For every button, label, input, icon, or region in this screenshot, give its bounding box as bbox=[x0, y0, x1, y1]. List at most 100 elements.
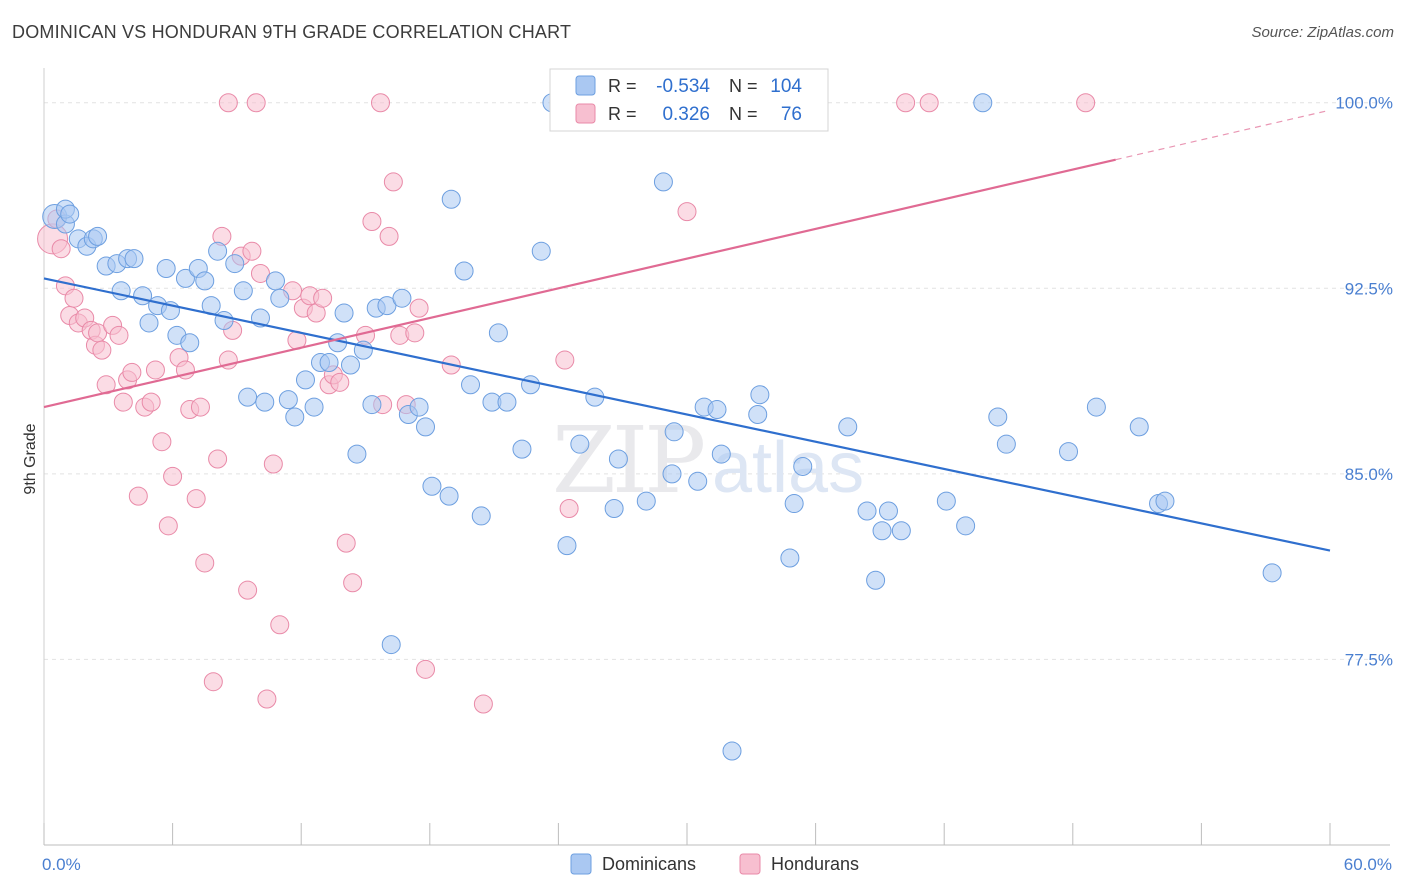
honduran-point bbox=[343, 573, 363, 593]
dominican-point bbox=[225, 254, 245, 274]
grid-lines bbox=[44, 102, 1390, 660]
dominican-point bbox=[891, 521, 911, 541]
watermark: ZIP atlas bbox=[552, 407, 864, 514]
dominican-point bbox=[784, 494, 804, 514]
honduran-point bbox=[122, 362, 142, 382]
dominican-point bbox=[285, 407, 305, 427]
watermark-zip: ZIP bbox=[552, 407, 703, 514]
dominican-point bbox=[711, 444, 731, 464]
y-tick-label: 92.5% bbox=[1345, 279, 1393, 298]
dominican-point bbox=[461, 375, 481, 395]
dominican-point bbox=[570, 434, 590, 454]
trend-lines bbox=[43, 109, 1331, 552]
honduran-point bbox=[263, 454, 283, 474]
dominican-point bbox=[265, 271, 285, 291]
dominican-point bbox=[278, 390, 298, 410]
dominican-point bbox=[156, 259, 176, 279]
dominican-point bbox=[362, 395, 382, 415]
legend: Dominicans Hondurans bbox=[570, 853, 859, 875]
honduran-point bbox=[145, 360, 165, 380]
honduran-points bbox=[37, 93, 1096, 714]
dominican-point bbox=[878, 501, 898, 521]
stats-r-label-dominicans: R = bbox=[608, 76, 637, 96]
legend-swatch-hondurans bbox=[739, 853, 761, 875]
dominican-point bbox=[439, 486, 459, 506]
dominican-point bbox=[1086, 397, 1106, 417]
honduran-point bbox=[203, 672, 223, 692]
dominican-point bbox=[988, 407, 1008, 427]
honduran-point bbox=[896, 93, 916, 113]
dominican-point bbox=[664, 422, 684, 442]
dominican-point bbox=[653, 172, 673, 192]
dominican-point bbox=[180, 333, 200, 353]
dominican-point bbox=[175, 268, 195, 288]
stats-r-value-dominicans: -0.534 bbox=[656, 76, 710, 97]
dominican-point bbox=[557, 536, 577, 556]
y-tick-label: 100.0% bbox=[1335, 94, 1393, 113]
honduran-point bbox=[246, 93, 266, 113]
dominican-point bbox=[973, 93, 993, 113]
legend-swatch-dominicans bbox=[570, 853, 592, 875]
watermark-atlas: atlas bbox=[712, 428, 864, 508]
dominican-point bbox=[471, 506, 491, 526]
dominican-point bbox=[195, 271, 215, 291]
dominican-point bbox=[780, 548, 800, 568]
dominican-point bbox=[857, 501, 877, 521]
stats-swatch-hondurans bbox=[575, 103, 596, 124]
stats-n-value-hondurans: 76 bbox=[781, 104, 802, 125]
honduran-point bbox=[92, 340, 112, 360]
stats-r-label-hondurans: R = bbox=[608, 104, 637, 124]
honduran-point bbox=[208, 449, 228, 469]
dominican-point bbox=[1059, 442, 1079, 462]
honduran-point bbox=[409, 298, 429, 318]
dominican-point bbox=[956, 516, 976, 536]
dominican-point bbox=[531, 241, 551, 261]
x-tick-label: 0.0% bbox=[42, 855, 81, 874]
dominican-point bbox=[722, 741, 742, 761]
dominican-point bbox=[936, 491, 956, 511]
dominican-point bbox=[124, 249, 144, 269]
stats-r-value-hondurans: 0.326 bbox=[662, 104, 710, 125]
honduran-point bbox=[250, 263, 270, 283]
honduran-point bbox=[257, 689, 277, 709]
x-tick-label: 60.0% bbox=[1344, 855, 1392, 874]
dominican-point bbox=[377, 296, 397, 316]
honduran-point bbox=[113, 392, 133, 412]
dominican-point bbox=[662, 464, 682, 484]
honduran-trend-line bbox=[43, 158, 1116, 409]
honduran-point bbox=[128, 486, 148, 506]
dominican-point bbox=[1155, 491, 1175, 511]
honduran-point bbox=[383, 172, 403, 192]
dominican-point bbox=[60, 204, 80, 224]
dominican-point bbox=[866, 570, 886, 590]
honduran-point bbox=[330, 372, 350, 392]
honduran-point bbox=[51, 239, 71, 259]
dominican-point bbox=[422, 476, 442, 496]
honduran-point bbox=[64, 288, 84, 308]
dominican-point bbox=[295, 370, 315, 390]
dominican-point bbox=[233, 281, 253, 301]
dominican-points bbox=[42, 93, 1282, 761]
honduran-point bbox=[163, 466, 183, 486]
dominican-point bbox=[441, 189, 461, 209]
honduran-point bbox=[677, 202, 697, 222]
dominican-point bbox=[340, 355, 360, 375]
honduran-point bbox=[186, 489, 206, 509]
honduran-point bbox=[270, 615, 290, 635]
honduran-point bbox=[559, 499, 579, 519]
y-axis-title: 9th Grade bbox=[22, 423, 39, 494]
honduran-point bbox=[218, 93, 238, 113]
dominican-point bbox=[238, 387, 258, 407]
dominican-point bbox=[488, 323, 508, 343]
dominican-point bbox=[636, 491, 656, 511]
chart-title: DOMINICAN VS HONDURAN 9TH GRADE CORRELAT… bbox=[12, 22, 572, 42]
legend-label-hondurans: Hondurans bbox=[771, 854, 859, 874]
dominican-point bbox=[270, 288, 290, 308]
honduran-point bbox=[336, 533, 356, 553]
dominican-point bbox=[208, 241, 228, 261]
dominican-point bbox=[838, 417, 858, 437]
honduran-point bbox=[141, 392, 161, 412]
honduran-point bbox=[195, 553, 215, 573]
honduran-point bbox=[919, 93, 939, 113]
